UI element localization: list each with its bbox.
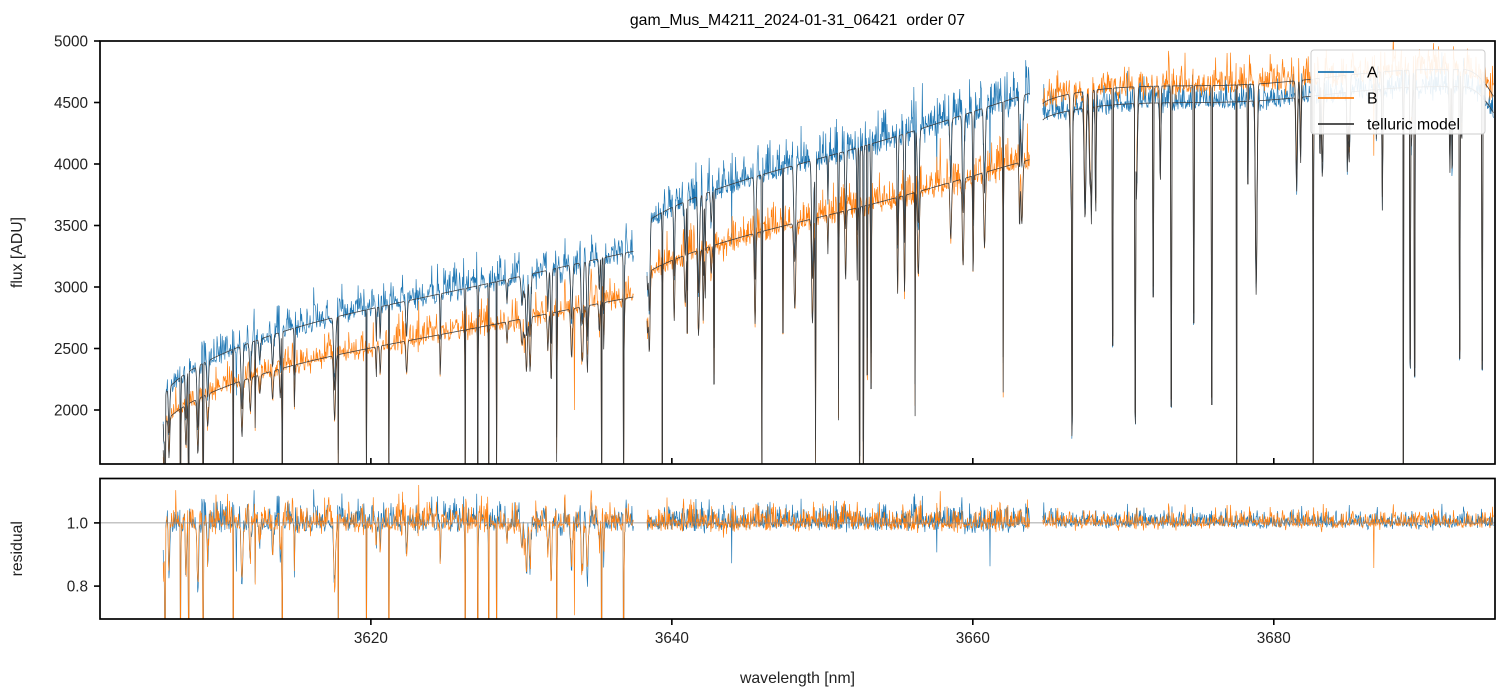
svg-text:4500: 4500 [54,95,88,112]
svg-text:3680: 3680 [1257,630,1291,647]
svg-text:3620: 3620 [354,630,388,647]
svg-text:1.0: 1.0 [67,515,88,532]
svg-text:flux [ADU]: flux [ADU] [9,217,26,288]
svg-text:gam_Mus_M4211_2024-01-31_06421: gam_Mus_M4211_2024-01-31_06421 order 07 [630,12,965,29]
svg-text:residual: residual [9,521,26,576]
svg-text:5000: 5000 [54,34,88,51]
svg-text:3000: 3000 [54,280,88,297]
svg-text:2500: 2500 [54,341,88,358]
svg-text:A: A [1367,65,1378,82]
svg-text:wavelength [nm]: wavelength [nm] [739,670,855,687]
svg-text:telluric model: telluric model [1367,117,1460,134]
svg-text:2000: 2000 [54,403,88,420]
svg-text:3640: 3640 [655,630,689,647]
svg-text:4000: 4000 [54,157,88,174]
svg-text:3500: 3500 [54,218,88,235]
svg-text:3660: 3660 [956,630,990,647]
svg-text:B: B [1367,91,1378,108]
svg-text:0.8: 0.8 [67,579,88,596]
